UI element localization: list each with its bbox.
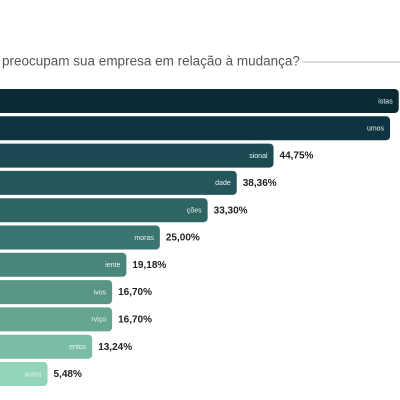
category-label: sional: [249, 153, 268, 160]
value-label: 13,24%: [98, 342, 132, 353]
category-label: ções: [187, 208, 202, 215]
bar: [0, 252, 127, 277]
bar: [0, 89, 399, 113]
value-label: 19,18%: [132, 260, 166, 271]
bar: [0, 307, 113, 332]
category-label: istas: [378, 98, 393, 105]
bar: [0, 225, 160, 250]
bar: [0, 280, 113, 305]
bar: [0, 198, 208, 223]
category-label: iente: [105, 262, 120, 269]
bar: [0, 170, 237, 195]
bar: [0, 143, 274, 168]
chart-title: preocupam sua empresa em relação à mudan…: [2, 54, 300, 69]
bar: [0, 334, 93, 359]
bar: [0, 116, 391, 141]
value-label: 25,00%: [166, 233, 200, 244]
value-label: 33,30%: [214, 205, 248, 216]
bar: [0, 362, 48, 386]
category-label: ivos: [94, 289, 107, 296]
category-label: moras: [134, 235, 154, 242]
category-label: dade: [215, 180, 231, 187]
value-label: 38,36%: [243, 178, 277, 189]
category-label: entos: [69, 344, 87, 351]
category-label: antes: [24, 371, 42, 378]
value-label: 5,48%: [54, 369, 82, 380]
category-label: rviço: [91, 317, 106, 324]
value-label: 16,70%: [118, 315, 152, 326]
value-label: 16,70%: [118, 287, 152, 298]
category-label: umos: [367, 126, 385, 133]
value-label: 44,75%: [280, 151, 314, 162]
